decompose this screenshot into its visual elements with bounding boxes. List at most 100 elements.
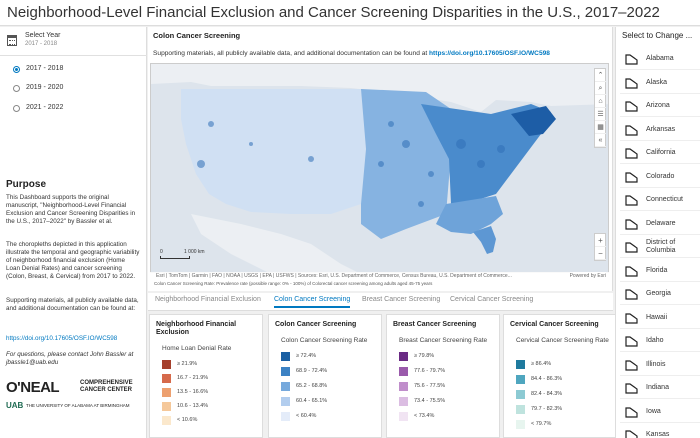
state-item[interactable]: Alabama — [620, 47, 700, 70]
state-shape-icon — [625, 101, 638, 112]
western-us — [181, 89, 366, 214]
year-radio-2019-2020[interactable]: 2019 - 2020 — [13, 83, 133, 95]
southeast-us — [436, 196, 503, 234]
legend-item: 79.7 - 82.3% — [516, 405, 611, 415]
tab-financial-exclusion[interactable]: Neighborhood Financial Exclusion — [155, 296, 261, 303]
state-item[interactable]: Indiana — [620, 376, 700, 399]
basemap-icon[interactable]: ▦ — [595, 121, 606, 134]
doi-link[interactable]: https://doi.org/10.17605/OSF.IO/WC598 — [6, 335, 118, 342]
purpose-paragraph-3: Supporting materials, all publicly avail… — [6, 297, 139, 312]
legend-label: ≥ 72.4% — [296, 353, 317, 359]
legend-swatch — [399, 382, 408, 391]
uab-logo-text: UAB — [6, 401, 24, 410]
state-item[interactable]: District of Columbia — [620, 235, 700, 258]
state-name: Arizona — [646, 102, 670, 109]
select-year-sublabel: 2017 - 2018 — [25, 41, 58, 47]
zoom-out-button[interactable]: − — [595, 247, 606, 260]
zoom-in-button[interactable]: + — [595, 234, 606, 247]
legend-item: 60.4 - 65.1% — [281, 397, 376, 407]
legend-card-breast-screening: Breast Cancer Screening Breast Cancer Sc… — [386, 314, 500, 438]
state-item[interactable]: Kansas — [620, 423, 700, 438]
state-item[interactable]: Florida — [620, 259, 700, 282]
state-item[interactable]: Hawaii — [620, 306, 700, 329]
choropleth-map[interactable]: ⌃ ⌕ ⌂ ☰ ▦ « + − 0 1 000 km — [150, 63, 609, 273]
state-item[interactable]: Alaska — [620, 71, 700, 94]
state-item[interactable]: Colorado — [620, 165, 700, 188]
state-item[interactable]: Idaho — [620, 329, 700, 352]
legend-item: < 10.6% — [162, 416, 257, 426]
year-radio-2021-2022[interactable]: 2021 - 2022 — [13, 103, 133, 115]
legend-item: 16.7 - 21.9% — [162, 374, 257, 384]
calendar-icon — [7, 35, 17, 46]
legend-icon[interactable]: ☰ — [595, 108, 606, 121]
state-item[interactable]: Arkansas — [620, 118, 700, 141]
new-england — [511, 106, 556, 136]
powered-by-esri[interactable]: Powered by Esri — [569, 272, 606, 280]
state-shape-icon — [625, 195, 638, 206]
legend-card-colon-screening: Colon Cancer Screening Colon Cancer Scre… — [268, 314, 382, 438]
florida — [473, 226, 496, 254]
state-selector-panel: Select to Change ... Alabama Alaska Arizon… — [615, 27, 700, 438]
legend-label: < 10.6% — [177, 417, 198, 423]
legend-label: < 79.7% — [531, 421, 552, 427]
state-item[interactable]: Illinois — [620, 353, 700, 376]
legend-item: 82.4 - 84.3% — [516, 390, 611, 400]
contact-text: For questions, please contact John Bassl… — [6, 351, 134, 366]
expand-icon[interactable]: « — [595, 134, 606, 147]
uab-full-name: THE UNIVERSITY OF ALABAMA AT BIRMINGHAM — [26, 403, 130, 408]
state-name: Connecticut — [646, 196, 683, 203]
home-icon[interactable]: ⌂ — [595, 95, 606, 108]
tab-colon-screening[interactable]: Colon Cancer Screening — [274, 296, 351, 308]
state-item[interactable]: Connecticut — [620, 188, 700, 211]
legend-item: 84.4 - 86.3% — [516, 375, 611, 385]
purpose-heading: Purpose — [6, 179, 47, 190]
legend-subtitle: Cervical Cancer Screening Rate — [516, 337, 609, 344]
map-doi-link[interactable]: https://doi.org/10.17605/OSF.IO/WC598 — [429, 50, 550, 57]
attribution-text: Esri | TomTom | Garmin | FAO | NOAA | US… — [156, 273, 512, 279]
purpose-paragraph-1: This Dashboard supports the original man… — [6, 194, 136, 225]
state-name: Arkansas — [646, 125, 676, 133]
state-name: Illinois — [646, 360, 666, 368]
scale-label-end: 1 000 km — [184, 249, 205, 255]
legend-label: 84.4 - 86.3% — [531, 376, 563, 382]
map-texture — [197, 121, 505, 207]
legend-label: ≥ 21.9% — [177, 361, 198, 367]
map-legend-note: Colon Cancer Screening Rate: Prevalence … — [154, 281, 433, 286]
map-title: Colon Cancer Screening — [153, 31, 241, 40]
state-item[interactable]: Iowa — [620, 400, 700, 423]
state-item[interactable]: Georgia — [620, 282, 700, 305]
map-info-text: Supporting materials, all publicly avail… — [153, 50, 550, 57]
state-shape-icon — [625, 289, 638, 300]
logo-side-line-1: COMPREHENSIVE — [80, 380, 133, 386]
year-radio-label: 2019 - 2020 — [26, 84, 64, 91]
legend-swatch — [162, 402, 171, 411]
legend-subtitle: Breast Cancer Screening Rate — [399, 337, 488, 344]
legend-title: Cervical Cancer Screening — [510, 321, 599, 328]
map-canvas[interactable] — [151, 64, 609, 273]
radio-selected-icon[interactable] — [13, 66, 20, 73]
legend-item: ≥ 72.4% — [281, 352, 376, 362]
search-icon[interactable]: ⌕ — [595, 82, 606, 95]
year-radio-2017-2018[interactable]: 2017 - 2018 — [13, 64, 133, 76]
map-info-label: Supporting materials, all publicly avail… — [153, 50, 430, 57]
state-name: Indiana — [646, 384, 669, 391]
collapse-icon[interactable]: ⌃ — [595, 69, 606, 82]
legend-label: < 73.4% — [414, 413, 435, 419]
radio-icon[interactable] — [13, 85, 20, 92]
radio-icon[interactable] — [13, 105, 20, 112]
state-item[interactable]: Delaware — [620, 212, 700, 235]
tab-cervical-screening[interactable]: Cervical Cancer Screening — [450, 296, 534, 303]
legend-swatch — [162, 416, 171, 425]
legend-item: 77.6 - 79.7% — [399, 367, 494, 377]
legend-swatch — [281, 412, 290, 421]
state-name: Idaho — [646, 337, 664, 344]
zoom-controls: + − — [594, 233, 606, 261]
legend-label: 60.4 - 65.1% — [296, 398, 328, 404]
state-item[interactable]: Arizona — [620, 94, 700, 117]
state-shape-icon — [625, 359, 638, 371]
state-item[interactable]: California — [620, 141, 700, 164]
tab-breast-screening[interactable]: Breast Cancer Screening — [362, 296, 441, 303]
layer-tabs: Neighborhood Financial Exclusion Colon C… — [148, 293, 613, 311]
eastern-us — [421, 104, 551, 204]
state-shape-icon — [625, 336, 638, 347]
